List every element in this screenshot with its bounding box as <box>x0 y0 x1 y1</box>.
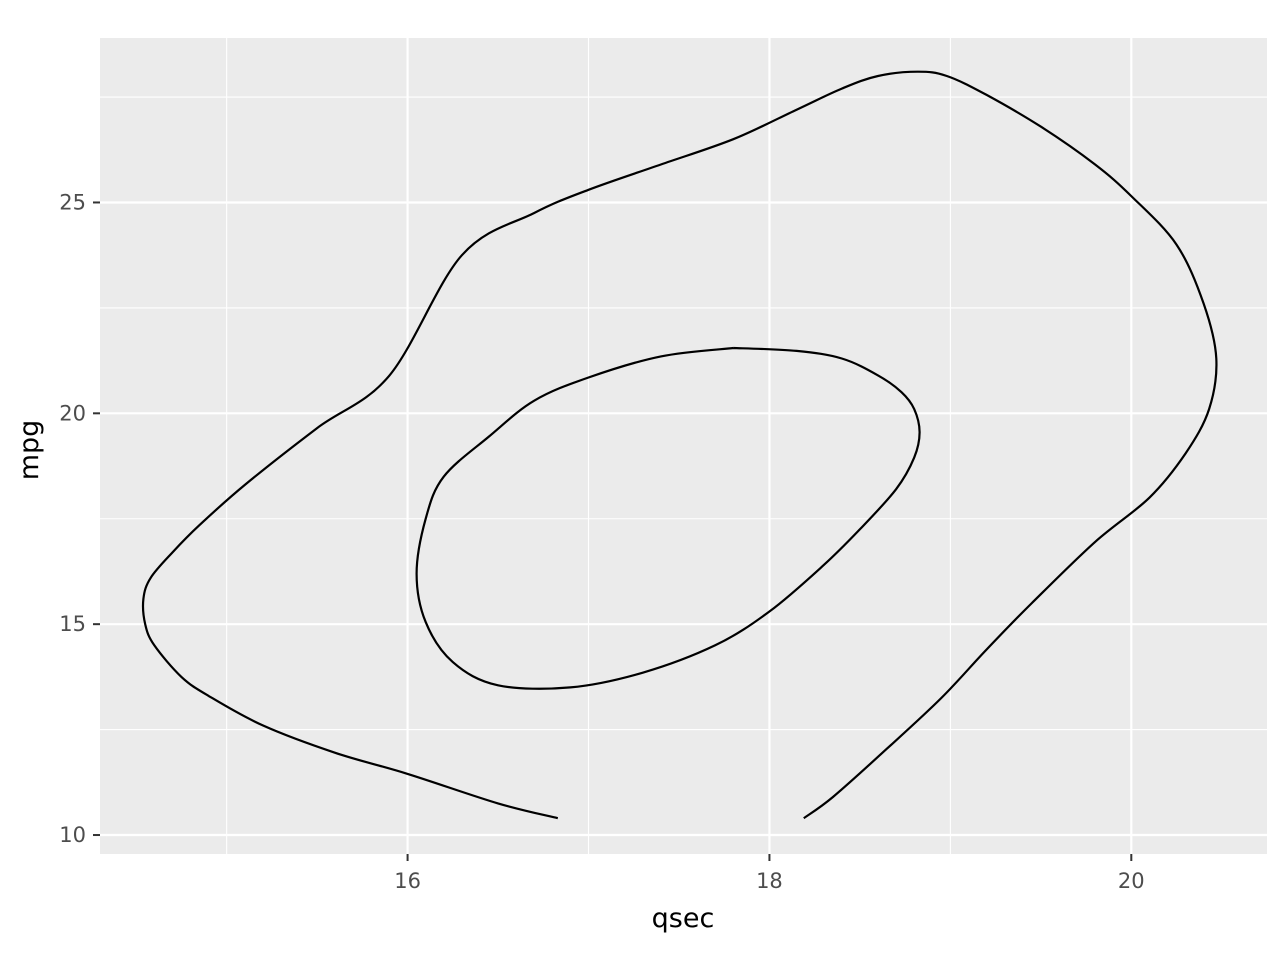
x-tick-label: 20 <box>1118 869 1145 893</box>
contour-line-1 <box>141 70 1218 820</box>
y-tick-label: 25 <box>59 190 86 214</box>
contour-line-2 <box>415 346 921 690</box>
minor-gridlines <box>100 38 1267 854</box>
x-tick-label: 18 <box>756 869 783 893</box>
series-layer <box>141 70 1218 820</box>
x-tick-label: 16 <box>394 869 421 893</box>
y-axis-title: mpg <box>14 420 45 481</box>
x-axis-title: qsec <box>652 903 715 934</box>
y-axis: 10 15 20 25 <box>59 190 100 847</box>
x-axis: 16 18 20 <box>394 854 1145 893</box>
y-tick-label: 10 <box>59 823 86 847</box>
y-tick-label: 15 <box>59 612 86 636</box>
y-tick-label: 20 <box>59 401 86 425</box>
major-gridlines <box>100 38 1267 854</box>
